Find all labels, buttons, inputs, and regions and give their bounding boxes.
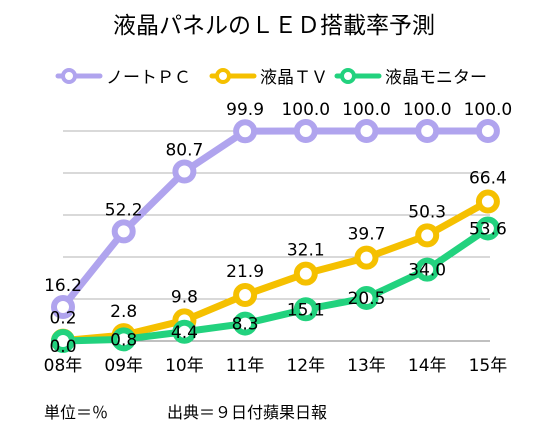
data-point	[111, 219, 136, 244]
data-point	[293, 261, 318, 286]
data-label: 4.4	[171, 323, 198, 343]
data-label: 0.0	[49, 337, 76, 357]
data-point	[475, 216, 500, 241]
legend-marker	[61, 68, 77, 84]
data-point	[172, 319, 197, 344]
legend-marker	[340, 68, 356, 84]
data-point	[415, 119, 440, 143]
data-point	[475, 119, 500, 143]
data-point	[293, 119, 318, 143]
chart-title: 液晶パネルのＬＥＤ搭載率予測	[113, 13, 435, 39]
legend-label: 液晶ＴＶ	[260, 68, 328, 88]
data-label: 52.2	[105, 200, 143, 220]
data-label: 20.5	[348, 289, 386, 309]
data-point	[415, 257, 440, 282]
data-label: 80.7	[165, 141, 203, 161]
data-point	[354, 245, 379, 270]
x-tick-label: 12年	[286, 356, 325, 376]
data-label: 100.0	[464, 100, 513, 120]
legend-label: 液晶モニター	[385, 68, 487, 88]
data-point	[172, 159, 197, 184]
data-label: 53.6	[469, 219, 507, 239]
data-point	[51, 294, 75, 319]
x-tick-label: 13年	[347, 356, 386, 376]
x-axis: 08年 09年 10年 11年 12年 13年 14年 15年	[44, 356, 508, 376]
data-label: 16.2	[44, 276, 82, 296]
data-labels: 16.2 52.2 80.7 99.9 100.0 100.0 100.0 100.0 0.2 2…	[44, 100, 512, 357]
data-point	[354, 285, 379, 310]
data-point	[415, 223, 440, 248]
data-label: 0.8	[110, 330, 137, 350]
data-point	[475, 189, 500, 214]
data-label: 66.4	[469, 169, 507, 189]
data-label: 0.2	[49, 309, 76, 329]
data-point	[354, 119, 379, 143]
data-point	[233, 311, 258, 336]
data-label: 15.1	[287, 300, 325, 320]
data-label: 100.0	[342, 100, 391, 120]
x-tick-label: 15年	[469, 356, 508, 376]
data-label: 100.0	[281, 100, 330, 120]
data-label: 9.8	[171, 287, 198, 307]
data-point	[111, 327, 136, 352]
x-tick-label: 10年	[165, 356, 204, 376]
data-point	[233, 283, 258, 308]
series-layer	[51, 119, 500, 353]
legend-label: ノートＰＣ	[106, 68, 191, 88]
data-label: 8.3	[232, 315, 259, 335]
data-label: 99.9	[226, 100, 264, 120]
data-label: 50.3	[408, 202, 446, 222]
data-label: 21.9	[226, 262, 264, 282]
x-tick-label: 09年	[104, 356, 143, 376]
source-note: 出典＝９日付蘋果日報	[167, 403, 327, 422]
data-label: 34.0	[408, 261, 446, 281]
x-tick-label: 11年	[226, 356, 265, 376]
data-label: 2.8	[110, 302, 137, 322]
data-point	[51, 329, 75, 353]
data-label: 39.7	[348, 225, 386, 245]
data-label: 100.0	[403, 100, 452, 120]
data-point	[233, 119, 258, 144]
data-point	[293, 297, 318, 322]
x-tick-label: 08年	[44, 356, 83, 376]
legend-marker	[215, 68, 231, 84]
legend: ノートＰＣ 液晶ＴＶ 液晶モニター	[55, 68, 487, 88]
unit-note: 単位＝％	[44, 403, 108, 422]
data-label: 32.1	[287, 241, 325, 261]
x-tick-label: 14年	[408, 356, 447, 376]
